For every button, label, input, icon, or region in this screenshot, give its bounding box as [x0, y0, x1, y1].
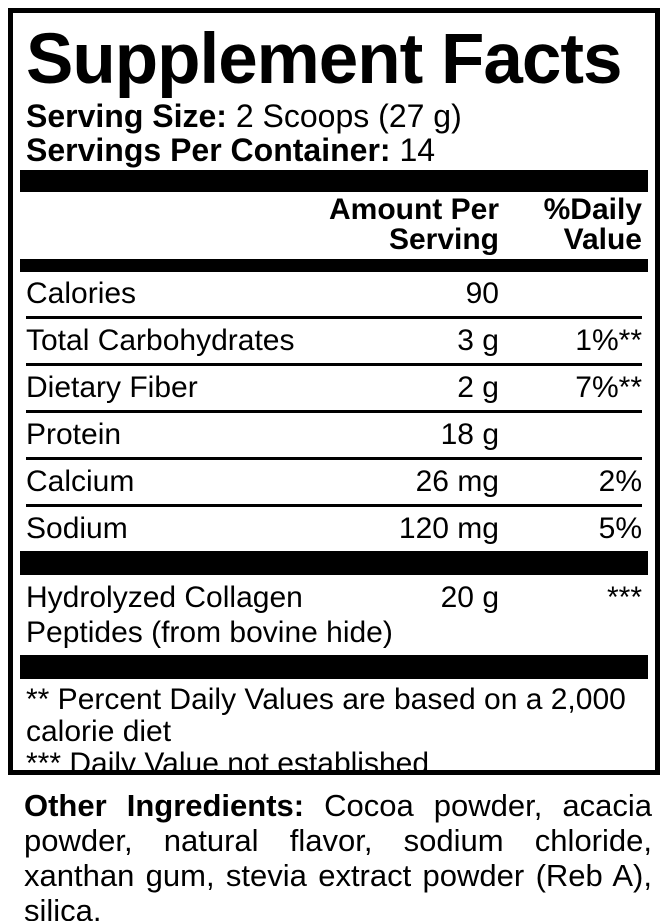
nutrient-name: Total Carbohydrates — [26, 324, 295, 357]
serving-size-label: Serving Size: — [26, 98, 236, 134]
section-bar-top — [20, 170, 648, 192]
serving-size-value: 2 Scoops (27 g) — [235, 98, 462, 134]
footnote-percent-daily-values: ** Percent Daily Values are based on a 2… — [26, 683, 626, 748]
nutrient-amount: 90 — [465, 277, 499, 310]
table-row-total-carbohydrates: Total Carbohydrates 3 g 1%** — [26, 319, 642, 366]
section-bar-header — [20, 259, 648, 272]
table-row-protein: Protein 18 g — [26, 413, 642, 460]
nutrient-dv: *** — [606, 581, 642, 614]
nutrient-dv: 1%** — [575, 324, 642, 357]
table-row-calcium: Calcium 26 mg 2% — [26, 460, 642, 507]
nutrient-amount: 2 g — [457, 371, 499, 404]
other-ingredients-text: Cocoa powder, acacia powder, natural fla… — [24, 788, 652, 921]
nutrient-dv: 5% — [598, 512, 642, 545]
nutrient-name: Sodium — [26, 512, 128, 545]
nutrient-amount: 3 g — [457, 324, 499, 357]
nutrient-dv: 7%** — [575, 371, 642, 404]
header-amount-per-serving: Amount Per Serving — [328, 193, 499, 256]
header-daily-value: %Daily Value — [543, 193, 642, 256]
servings-per-container-value: 14 — [399, 132, 436, 168]
serving-size-line: Serving Size: 2 Scoops (27 g) — [26, 99, 642, 133]
table-row-calories: Calories 90 — [26, 272, 642, 319]
other-ingredients-label: Other Ingredients: — [24, 788, 325, 823]
section-bar-mid — [20, 551, 648, 575]
servings-per-container-line: Servings Per Container: 14 — [26, 133, 642, 167]
collagen-row-line2: Peptides (from bovine hide) — [26, 616, 393, 649]
nutrient-name: Calcium — [26, 465, 135, 498]
supplement-facts-panel: Supplement Facts Serving Size: 2 Scoops … — [8, 8, 660, 775]
nutrient-name: Protein — [26, 418, 122, 451]
nutrient-name: Calories — [26, 277, 137, 310]
table-row-dietary-fiber: Dietary Fiber 2 g 7%** — [26, 366, 642, 413]
footnote-daily-value-not-established: *** Daily Value not established — [26, 747, 430, 775]
nutrient-amount: 120 mg — [398, 512, 499, 545]
footnotes-section: ** Percent Daily Values are based on a 2… — [26, 679, 642, 775]
other-ingredients-paragraph: Other Ingredients: Cocoa powder, acacia … — [24, 788, 652, 921]
header-spacer — [26, 195, 319, 255]
servings-per-container-label: Servings Per Container: — [26, 132, 400, 168]
table-row-sodium: Sodium 120 mg 5% — [26, 507, 642, 551]
table-header-row: Amount Per Serving %Daily Value — [26, 192, 642, 259]
nutrient-name: Dietary Fiber — [26, 371, 198, 404]
table-row-hydrolyzed-collagen: Hydrolyzed Collagen 20 g *** Peptides (f… — [26, 575, 642, 655]
nutrient-name: Hydrolyzed Collagen — [26, 581, 303, 614]
nutrient-dv: 2% — [598, 465, 642, 498]
nutrient-amount: 26 mg — [415, 465, 499, 498]
collagen-row-line1: Hydrolyzed Collagen 20 g *** — [26, 575, 642, 614]
nutrient-amount: 18 g — [440, 418, 499, 451]
supplement-facts-title: Supplement Facts — [26, 20, 623, 99]
section-bar-footnotes — [20, 655, 648, 679]
nutrient-amount: 20 g — [440, 581, 499, 614]
